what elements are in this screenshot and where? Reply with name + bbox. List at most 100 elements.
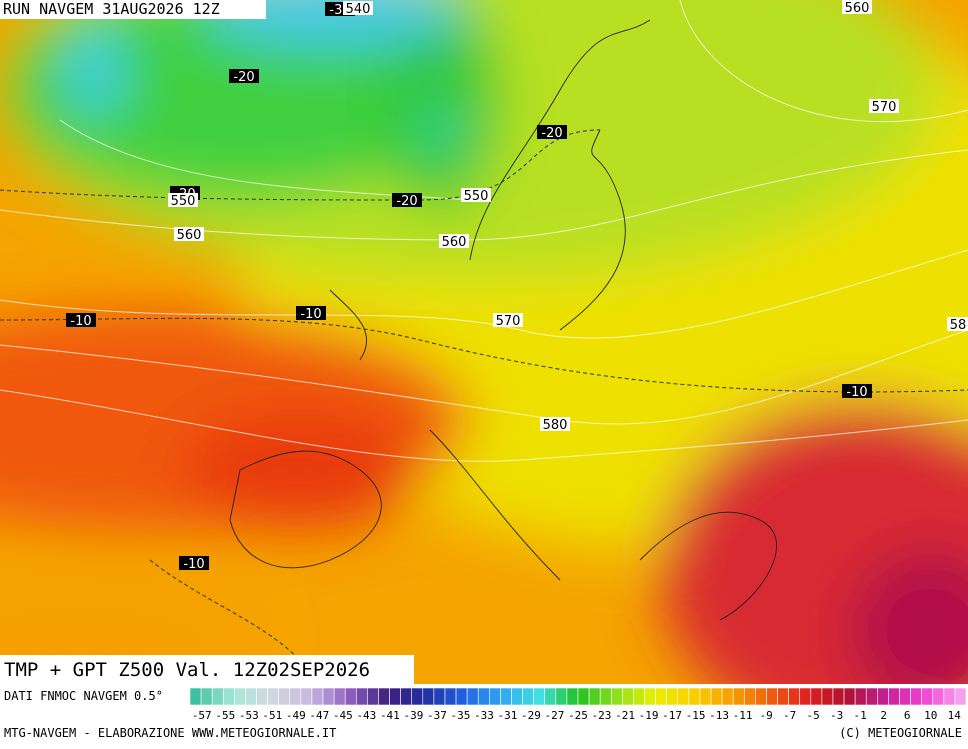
scale-label: -53 xyxy=(239,709,259,722)
color-swatch xyxy=(555,687,568,706)
coastlines xyxy=(229,19,777,621)
height-label: 540 xyxy=(346,2,371,17)
height-label-box xyxy=(842,0,872,14)
height-label: 58 xyxy=(950,318,967,333)
color-scale: -57 -55 -53 -51 -49 -47 -45 -43 -41 -39 -37 -35 -33-… xyxy=(189,687,967,722)
color-swatch xyxy=(788,687,801,706)
temperature-label-box xyxy=(179,556,209,570)
scale-label: 14 xyxy=(948,709,962,722)
color-swatch xyxy=(588,687,601,706)
color-swatch xyxy=(732,687,745,706)
color-swatch xyxy=(378,687,390,706)
color-swatch xyxy=(921,687,934,706)
color-swatch xyxy=(854,687,867,706)
caption-box xyxy=(0,655,414,684)
color-swatch xyxy=(755,687,767,706)
color-swatch xyxy=(466,687,479,706)
scale-label: 6 xyxy=(904,709,911,722)
color-swatch xyxy=(500,687,512,706)
footer-right: (C) METEOGIORNALE xyxy=(839,726,962,740)
color-swatch xyxy=(322,687,335,706)
color-swatch xyxy=(644,687,656,706)
height-label: 560 xyxy=(177,228,202,243)
scale-label: -11 xyxy=(733,709,753,722)
scale-label: -15 xyxy=(686,709,706,722)
color-swatch xyxy=(865,687,878,706)
color-swatch xyxy=(245,687,257,706)
color-swatch xyxy=(633,687,645,706)
color-swatch xyxy=(367,687,379,706)
scale-label: -9 xyxy=(759,709,772,722)
scale-label: -19 xyxy=(639,709,659,722)
height-label-box xyxy=(540,417,570,431)
height-label: 570 xyxy=(496,314,521,329)
temperature-label: -10 xyxy=(846,385,867,400)
color-swatch xyxy=(489,687,501,706)
legend-title: DATI FNMOC NAVGEM 0.5° xyxy=(4,689,163,703)
height-label-box xyxy=(869,99,899,113)
header-box xyxy=(0,0,266,19)
color-swatch xyxy=(666,687,679,706)
color-swatch xyxy=(278,687,291,706)
color-swatch xyxy=(566,687,579,706)
map-caption: TMP + GPT Z500 Val. 12Z02SEP2026 xyxy=(4,659,370,681)
temperature-label: -10 xyxy=(300,307,321,322)
scale-label: -3 xyxy=(830,709,843,722)
color-swatch xyxy=(699,687,712,706)
color-swatch xyxy=(389,687,401,706)
temperature-label-box xyxy=(296,306,326,320)
color-swatch xyxy=(222,687,235,706)
color-swatch xyxy=(622,687,634,706)
scale-label: -57 xyxy=(192,709,212,722)
color-swatch xyxy=(677,687,690,706)
height-label-box xyxy=(439,234,469,248)
color-swatch xyxy=(344,687,357,706)
color-swatch xyxy=(877,687,889,706)
scale-label: -21 xyxy=(615,709,635,722)
height-label-box xyxy=(343,1,373,15)
height-label: 580 xyxy=(543,418,568,433)
height-label-box xyxy=(168,193,198,207)
height-label: 550 xyxy=(464,189,489,204)
color-swatch xyxy=(256,687,268,706)
color-swatch xyxy=(710,687,723,706)
color-swatch xyxy=(843,687,856,706)
color-swatch xyxy=(511,687,523,706)
scale-label: -13 xyxy=(709,709,729,722)
height-label-box xyxy=(493,313,523,327)
height-label: 560 xyxy=(845,1,870,16)
color-swatch xyxy=(234,687,246,706)
color-swatch xyxy=(721,687,734,706)
temperature-label: -20 xyxy=(396,194,417,209)
temperature-label-box xyxy=(66,313,96,327)
scale-label: -55 xyxy=(215,709,235,722)
height-label-box xyxy=(461,188,491,202)
scale-label: -47 xyxy=(309,709,329,722)
scale-label: -31 xyxy=(498,709,518,722)
color-swatch xyxy=(910,687,922,706)
map-labels: -35540560-20570-20-20550-20550560560-10-… xyxy=(66,0,968,572)
scale-label: -5 xyxy=(807,709,820,722)
color-swatch xyxy=(777,687,789,706)
scale-label: -17 xyxy=(662,709,682,722)
scale-label: -33 xyxy=(474,709,494,722)
scale-label: -37 xyxy=(427,709,447,722)
color-swatch xyxy=(444,687,457,706)
color-swatch xyxy=(888,687,900,706)
color-swatch xyxy=(810,687,823,706)
color-swatch xyxy=(832,687,845,706)
height-label: 570 xyxy=(872,100,897,115)
color-swatch xyxy=(766,687,778,706)
color-swatch xyxy=(455,687,468,706)
scale-label: -35 xyxy=(450,709,470,722)
scale-label: -49 xyxy=(286,709,306,722)
color-swatch xyxy=(267,687,279,706)
scale-label: -23 xyxy=(592,709,612,722)
scale-label: -51 xyxy=(262,709,282,722)
color-swatch xyxy=(743,687,756,706)
color-swatch xyxy=(289,687,302,706)
color-swatch xyxy=(943,687,956,706)
color-swatch xyxy=(533,687,546,706)
color-swatch xyxy=(577,687,590,706)
color-swatch xyxy=(200,687,213,706)
